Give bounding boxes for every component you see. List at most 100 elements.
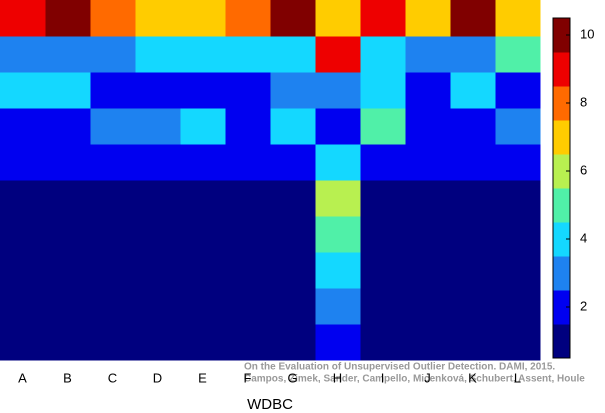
- heatmap-cell: [360, 36, 406, 73]
- colorbar-segment: [553, 18, 570, 53]
- heatmap-cell: [360, 180, 406, 217]
- heatmap-cell: [315, 216, 361, 253]
- heatmap-cell: [315, 252, 361, 289]
- heatmap-cell: [180, 144, 226, 181]
- heatmap-cell: [360, 288, 406, 325]
- heatmap-cell: [0, 216, 46, 253]
- heatmap-cell: [315, 0, 361, 37]
- heatmap-cell: [450, 36, 496, 73]
- heatmap-cell: [90, 72, 136, 109]
- heatmap-cell: [450, 324, 496, 361]
- heatmap-cell: [270, 36, 316, 73]
- heatmap-cell: [315, 288, 361, 325]
- heatmap-cell: [0, 144, 46, 181]
- heatmap-cell: [225, 216, 271, 253]
- heatmap-cell: [90, 288, 136, 325]
- heatmap-cell: [495, 180, 541, 217]
- annotation: On the Evaluation of Unsupervised Outlie…: [244, 362, 555, 373]
- heatmap-cell: [135, 288, 181, 325]
- heatmap-cell: [360, 144, 406, 181]
- heatmap-cell: [225, 72, 271, 109]
- heatmap-cell: [0, 108, 46, 145]
- x-tick-label: A: [18, 370, 27, 385]
- heatmap-cell: [0, 252, 46, 289]
- heatmap-cell: [450, 0, 496, 37]
- colorbar-segment: [553, 120, 570, 155]
- heatmap-cell: [180, 288, 226, 325]
- heatmap-cell: [360, 252, 406, 289]
- heatmap-cell: [270, 288, 316, 325]
- heatmap-cell: [225, 144, 271, 181]
- heatmap-cell: [135, 216, 181, 253]
- colorbar-segment: [553, 256, 570, 291]
- heatmap-cell: [90, 216, 136, 253]
- heatmap-cell: [495, 252, 541, 289]
- heatmap-cell: [405, 216, 451, 253]
- heatmap-cell: [180, 108, 226, 145]
- heatmap-cell: [270, 216, 316, 253]
- heatmap-cell: [450, 180, 496, 217]
- x-tick-label: I: [381, 370, 385, 385]
- heatmap-cell: [180, 180, 226, 217]
- heatmap-cell: [45, 216, 91, 253]
- heatmap-cell: [0, 324, 46, 361]
- colorbar-tick-label: 10: [580, 26, 594, 41]
- heatmap-cell: [360, 108, 406, 145]
- heatmap-cell: [405, 288, 451, 325]
- heatmap-cell: [90, 108, 136, 145]
- heatmap-cell: [0, 72, 46, 109]
- x-tick-label: D: [153, 370, 162, 385]
- heatmap-cell: [45, 144, 91, 181]
- colorbar-tick-label: 8: [580, 94, 587, 109]
- heatmap-cell: [0, 36, 46, 73]
- heatmap-cell: [450, 288, 496, 325]
- x-axis-label: WDBC: [247, 396, 293, 413]
- heatmap-cell: [495, 0, 541, 37]
- heatmap-cell: [180, 72, 226, 109]
- colorbar-tick-label: 6: [580, 162, 587, 177]
- heatmap-cell: [225, 36, 271, 73]
- heatmap-cell: [495, 324, 541, 361]
- heatmap-cell: [405, 252, 451, 289]
- heatmap-cell: [405, 180, 451, 217]
- colorbar-frame: [552, 17, 571, 359]
- x-tick-label: G: [287, 370, 297, 385]
- colorbar-segment: [553, 324, 570, 359]
- heatmap-cell: [180, 0, 226, 37]
- heatmap-cell: [90, 180, 136, 217]
- heatmap-cell: [495, 72, 541, 109]
- colorbar-tick-label: 4: [580, 230, 587, 245]
- heatmap-cell: [270, 144, 316, 181]
- x-tick-label: K: [468, 370, 477, 385]
- heatmap-cell: [405, 324, 451, 361]
- x-tick-label: L: [514, 370, 521, 385]
- colorbar-segment: [553, 86, 570, 121]
- heatmap-cell: [180, 252, 226, 289]
- x-tick-label: J: [424, 370, 431, 385]
- colorbar-segment: [553, 154, 570, 189]
- heatmap-cell: [135, 180, 181, 217]
- annotation: Campos, Zimek, Sander, Campello, Micenko…: [244, 374, 585, 385]
- heatmap-cell: [315, 180, 361, 217]
- heatmap-cell: [315, 72, 361, 109]
- heatmap-cell: [225, 324, 271, 361]
- heatmap-cell: [45, 72, 91, 109]
- heatmap-cell: [180, 216, 226, 253]
- heatmap-cell: [225, 288, 271, 325]
- heatmap-cell: [45, 288, 91, 325]
- heatmap-cell: [225, 252, 271, 289]
- heatmap-cell: [450, 72, 496, 109]
- heatmap-cell: [225, 0, 271, 37]
- heatmap-cell: [90, 36, 136, 73]
- heatmap-cell: [135, 324, 181, 361]
- heatmap-cell: [0, 288, 46, 325]
- heatmap-cell: [270, 324, 316, 361]
- heatmap-cell: [405, 108, 451, 145]
- heatmap-cell: [405, 72, 451, 109]
- heatmap-cell: [45, 324, 91, 361]
- heatmap-cell: [495, 144, 541, 181]
- x-tick-label: E: [198, 370, 207, 385]
- heatmap-cell: [0, 0, 46, 37]
- heatmap-cell: [45, 108, 91, 145]
- heatmap-cell: [135, 0, 181, 37]
